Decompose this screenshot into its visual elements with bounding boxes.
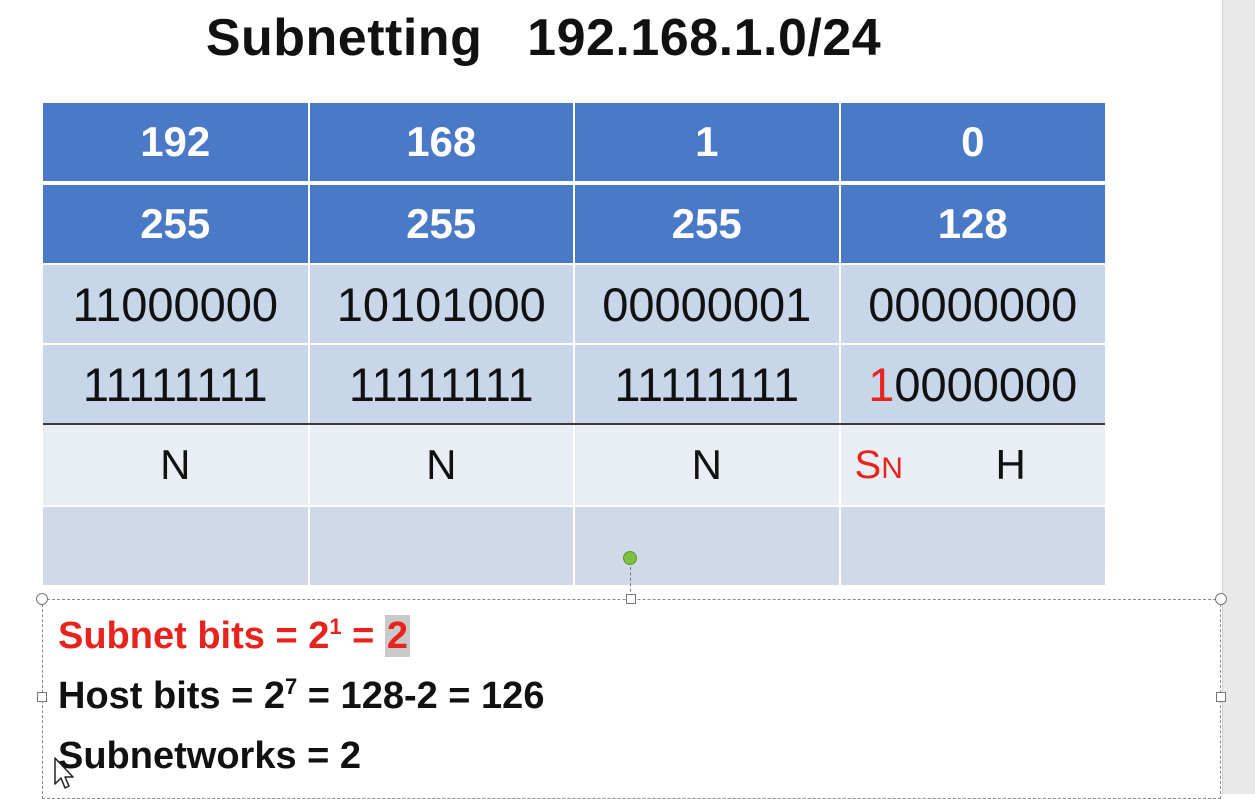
label-cell: N bbox=[43, 424, 310, 507]
host-label: H bbox=[995, 441, 1026, 488]
ip-binary-cell: 10101000 bbox=[308, 264, 575, 345]
ip-octet-cell: 168 bbox=[308, 103, 575, 185]
mask-octet-row: 255 255 255 128 bbox=[43, 183, 1105, 265]
mask-binary-row: 11111111 11111111 11111111 10000000 bbox=[43, 344, 1105, 425]
mask-octet-cell: 255 bbox=[574, 183, 841, 265]
empty-cell bbox=[839, 506, 1105, 585]
label-cell: N bbox=[574, 424, 841, 507]
notes-text-box[interactable]: Subnet bits = 21 = 2 Host bits = 27 = 12… bbox=[58, 610, 544, 790]
mouse-pointer-icon bbox=[54, 757, 74, 789]
mask-binary-cell: 11111111 bbox=[574, 344, 841, 425]
ip-binary-row: 11000000 10101000 00000001 00000000 bbox=[43, 264, 1105, 345]
ip-octet-row: 192 168 1 0 bbox=[43, 103, 1105, 185]
resize-handle-top-left[interactable] bbox=[36, 593, 48, 605]
resize-handle-top-right[interactable] bbox=[1215, 593, 1227, 605]
resize-handle-top[interactable] bbox=[626, 594, 636, 604]
ip-binary-cell: 00000000 bbox=[839, 264, 1105, 345]
rotate-handle-stem bbox=[630, 567, 631, 597]
borrowed-bit: 1 bbox=[868, 357, 895, 411]
label-cell-last: SN H bbox=[839, 424, 1105, 507]
subnet-table: 192 168 1 0 255 255 255 128 11000000 101… bbox=[43, 103, 1105, 585]
ip-octet-cell: 1 bbox=[574, 103, 841, 185]
ip-binary-cell: 11000000 bbox=[43, 264, 310, 345]
resize-handle-left[interactable] bbox=[37, 692, 47, 702]
mask-octet-cell: 255 bbox=[43, 183, 310, 265]
slide-title: Subnetting 192.168.1.0/24 bbox=[205, 9, 882, 67]
empty-cell bbox=[574, 506, 841, 585]
mask-binary-cell: 11111111 bbox=[308, 344, 575, 425]
label-cell: N bbox=[308, 424, 575, 507]
ip-octet-cell: 0 bbox=[839, 103, 1105, 185]
resize-handle-right[interactable] bbox=[1216, 692, 1226, 702]
mask-octet-cell: 255 bbox=[308, 183, 575, 265]
mask-octet-cell: 128 bbox=[839, 183, 1105, 265]
remaining-bits: 0000000 bbox=[894, 357, 1078, 411]
selected-text: 2 bbox=[384, 615, 411, 657]
mask-binary-cell-last: 10000000 bbox=[839, 344, 1105, 425]
slide-pane-edge bbox=[1222, 0, 1255, 794]
subnet-label: SN bbox=[854, 443, 903, 487]
rotate-handle[interactable] bbox=[623, 551, 637, 565]
network-host-label-row: N N N SN H bbox=[43, 424, 1105, 507]
ip-binary-cell: 00000001 bbox=[574, 264, 841, 345]
subnetworks-line: Subnetworks = 2 bbox=[58, 735, 362, 777]
host-bits-line: Host bits = 27 = 128-2 = 126 bbox=[58, 674, 545, 717]
subnet-bits-line: Subnet bits = 21 = 2 bbox=[58, 614, 411, 657]
empty-cell bbox=[308, 506, 575, 585]
empty-row bbox=[43, 506, 1105, 585]
empty-cell bbox=[43, 506, 310, 585]
mask-binary-cell: 11111111 bbox=[43, 344, 310, 425]
ip-octet-cell: 192 bbox=[43, 103, 310, 185]
